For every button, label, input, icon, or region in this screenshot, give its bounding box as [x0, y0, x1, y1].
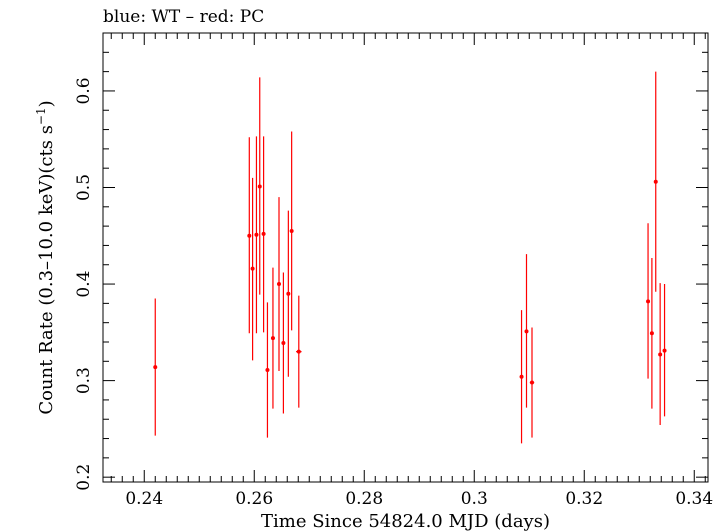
data-point: [653, 71, 658, 292]
data-points: [153, 71, 667, 444]
point-marker: [653, 179, 658, 184]
point-marker: [649, 331, 654, 336]
x-tick-label: 0.26: [235, 489, 273, 509]
data-point: [265, 302, 270, 438]
x-tick-label: 0.32: [565, 489, 603, 509]
point-marker: [281, 340, 286, 345]
data-point: [529, 327, 535, 438]
point-marker: [519, 374, 524, 379]
y-axis-label-close: ): [36, 100, 57, 107]
data-point: [646, 223, 651, 379]
data-point: [153, 298, 158, 436]
data-point: [261, 136, 266, 333]
y-axis-ticks: 0.2 0.3 0.4 0.5 0.6: [74, 51, 708, 491]
data-point: [281, 272, 286, 414]
point-marker: [257, 184, 262, 189]
data-point: [286, 210, 291, 377]
data-point: [254, 136, 259, 334]
data-point: [250, 177, 255, 361]
data-point: [296, 295, 302, 408]
point-marker: [662, 348, 667, 353]
x-axis-ticks: 0.24 0.26 0.28 0.3 0.32 0.34: [110, 33, 713, 509]
x-tick-label: 0.24: [125, 489, 163, 509]
data-point: [277, 197, 281, 371]
point-marker: [524, 329, 529, 334]
point-marker: [250, 266, 255, 271]
data-point: [247, 137, 252, 334]
x-axis-label: Time Since 54824.0 MJD (days): [261, 511, 550, 532]
x-tick-label: 0.34: [675, 489, 713, 509]
y-axis-label-superscript: −1: [34, 107, 48, 125]
point-marker: [277, 282, 281, 287]
data-point: [289, 131, 294, 331]
data-point: [257, 77, 262, 295]
data-point: [270, 267, 275, 409]
point-marker: [270, 336, 275, 341]
point-marker: [247, 233, 252, 238]
data-point: [658, 283, 663, 426]
y-axis-label: Count Rate (0.3–10.0 keV)(cts s−1): [34, 100, 57, 414]
y-axis-label-main: Count Rate (0.3–10.0 keV)(cts s: [36, 125, 57, 415]
point-marker: [254, 232, 259, 237]
data-point: [649, 257, 654, 409]
data-point: [519, 310, 524, 444]
x-tick-label: 0.3: [461, 489, 488, 509]
x-tick-label: 0.28: [345, 489, 383, 509]
point-marker: [265, 367, 270, 372]
y-tick-label: 0.5: [74, 174, 94, 201]
plot-frame: [102, 32, 709, 483]
y-tick-label: 0.4: [74, 271, 94, 298]
point-marker: [530, 380, 534, 385]
y-tick-label: 0.2: [74, 464, 94, 491]
chart-title: blue: WT – red: PC: [103, 7, 264, 27]
point-marker: [286, 291, 291, 296]
point-marker: [289, 228, 294, 233]
y-tick-label: 0.3: [74, 367, 94, 394]
y-tick-label: 0.6: [74, 77, 94, 104]
point-marker: [153, 365, 158, 370]
data-point: [524, 254, 529, 408]
point-marker: [261, 231, 266, 236]
point-marker: [658, 352, 663, 357]
data-point: [662, 284, 667, 417]
point-marker: [646, 299, 651, 304]
point-marker: [296, 349, 301, 354]
